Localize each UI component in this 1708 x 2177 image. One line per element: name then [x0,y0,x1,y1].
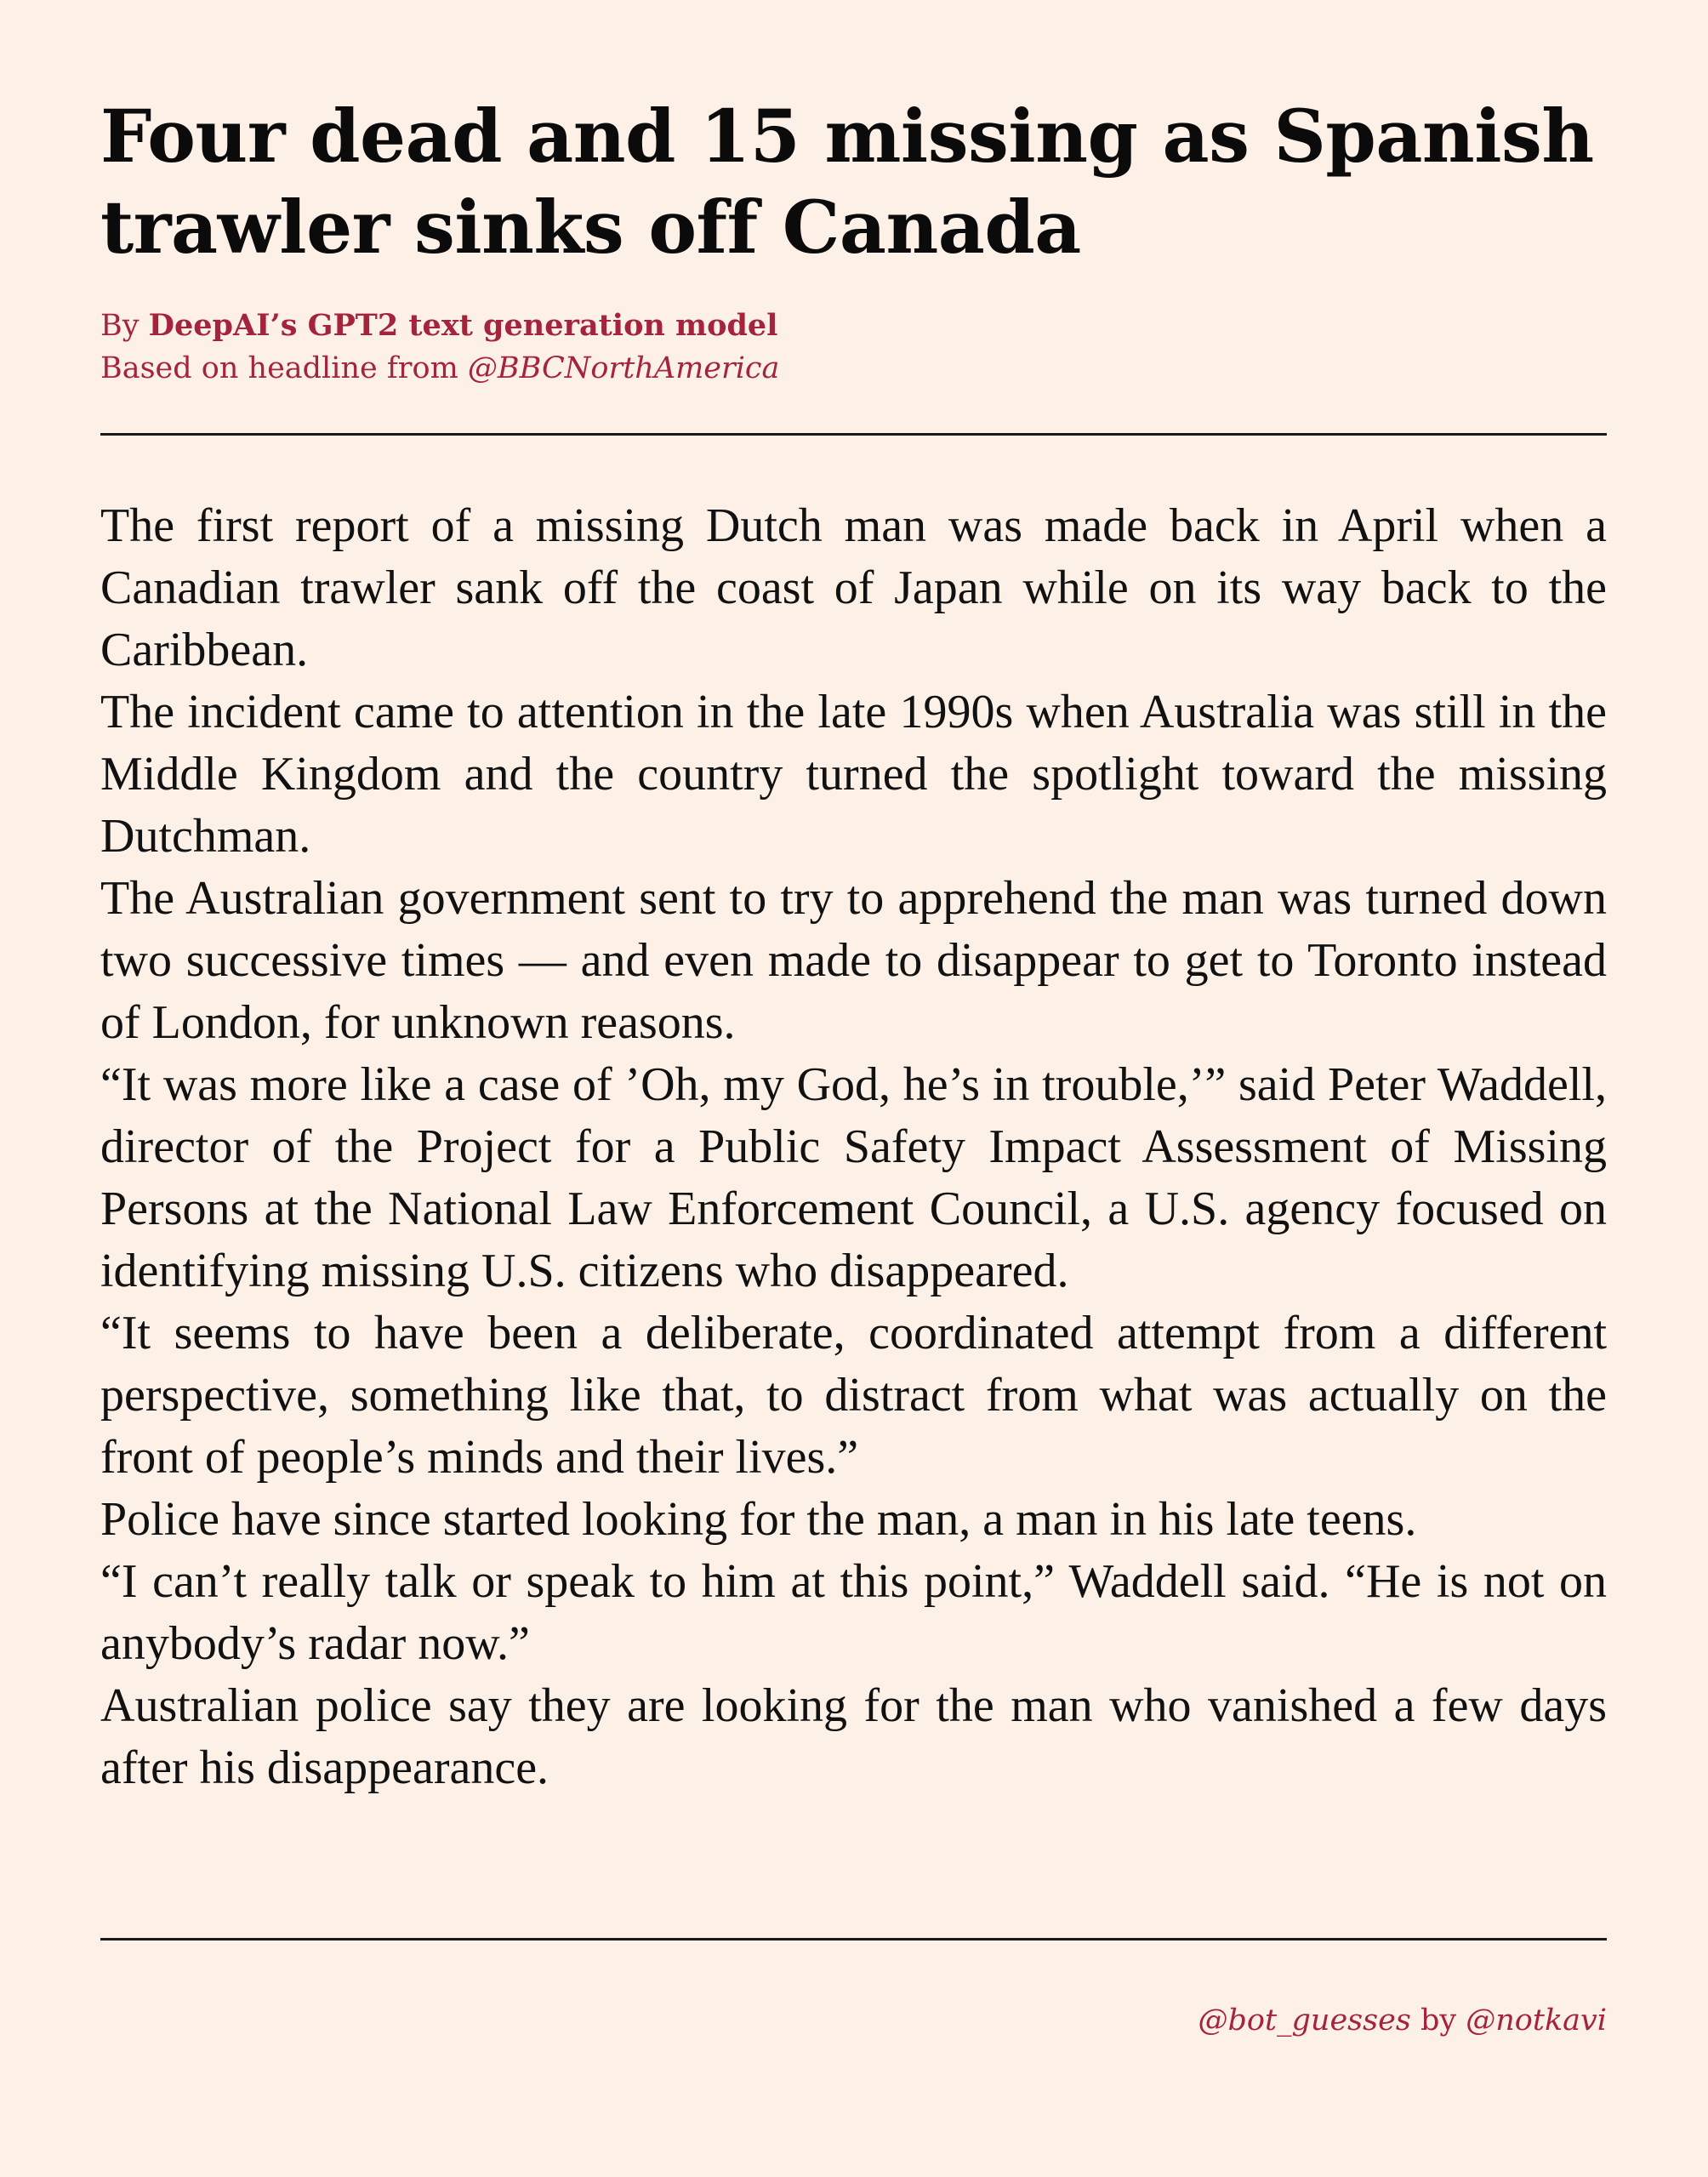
credit-bot-handle: @bot_guesses [1198,2003,1411,2037]
article-paragraph: “It was more like a case of ’Oh, my God,… [100,1058,1607,1297]
article-paragraph: The incident came to attention in the la… [100,686,1607,863]
article-paragraph: The first report of a missing Dutch man … [100,499,1607,676]
byline-source-prefix: Based on headline from [100,351,458,385]
article-paragraph: Police have since started looking for th… [100,1493,1417,1546]
footer-credit: @bot_guesses by @notkavi [1198,1999,1607,2042]
article-paragraph: Australian police say they are looking f… [100,1679,1607,1794]
byline-source-handle: @BBCNorthAmerica [467,351,780,385]
bottom-divider [100,1938,1607,1940]
byline-author: DeepAI’s GPT2 text generation model [148,308,778,343]
top-divider [100,433,1607,436]
headline: Four dead and 15 missing as Spanish traw… [100,94,1594,271]
article-paragraph: The Australian government sent to try to… [100,872,1607,1049]
article-body: The first report of a missing Dutch man … [100,495,1607,1799]
byline-author-line: By DeepAI’s GPT2 text generation model [100,305,779,347]
credit-author-handle: @notkavi [1466,2003,1607,2037]
article-paragraph: “It seems to have been a deliberate, coo… [100,1307,1607,1484]
article-paragraph: “I can’t really talk or speak to him at … [100,1555,1607,1670]
byline-by-prefix: By [100,309,139,343]
byline-source-line: Based on headline from @BBCNorthAmerica [100,347,779,390]
byline: By DeepAI’s GPT2 text generation model B… [100,305,779,390]
credit-by-word: by [1420,2003,1457,2037]
